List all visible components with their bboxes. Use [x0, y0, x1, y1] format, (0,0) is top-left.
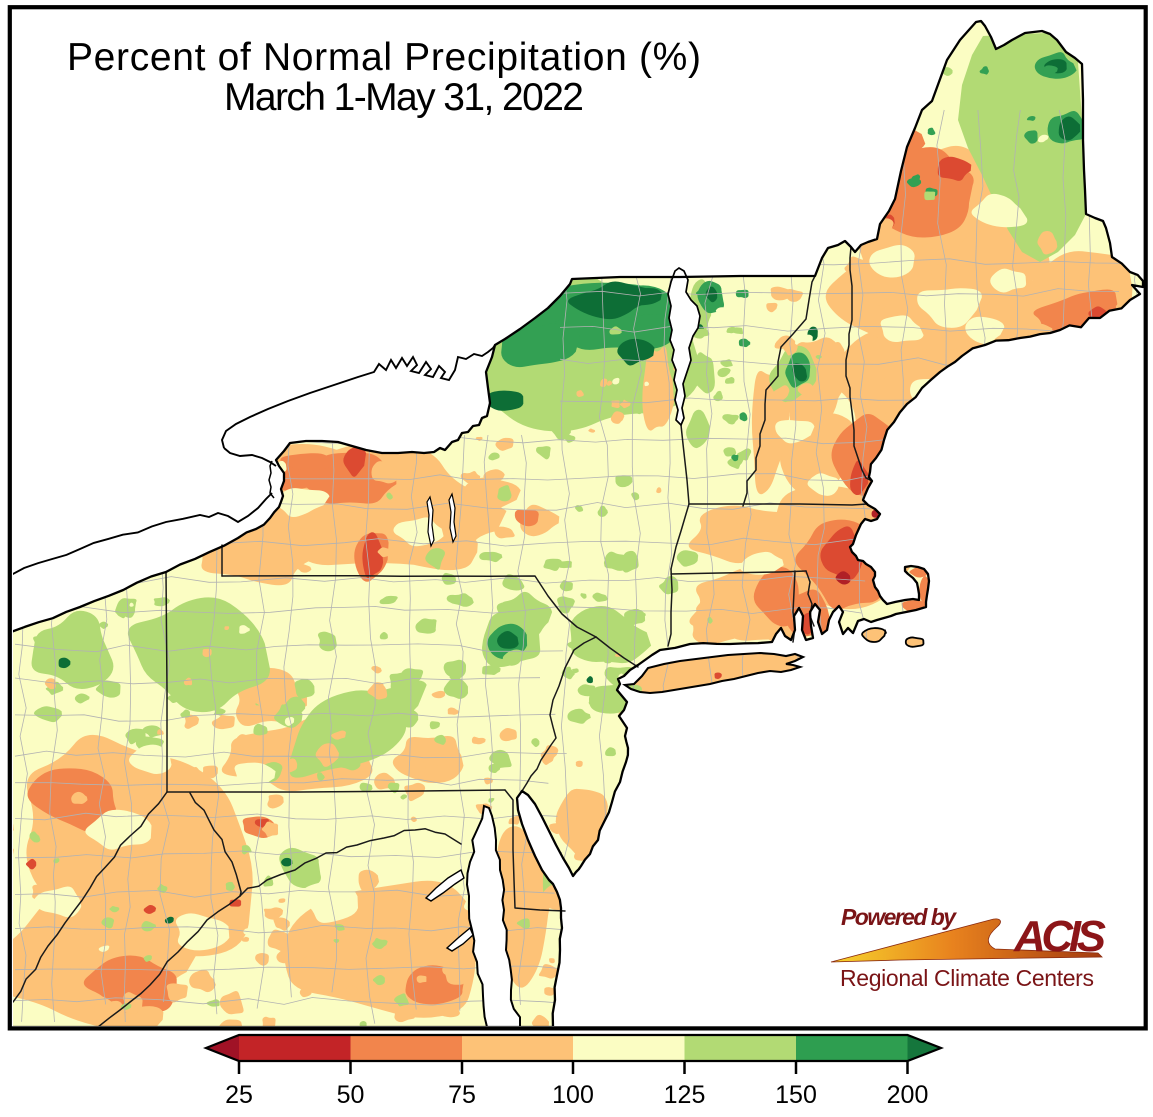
svg-text:75: 75 [448, 1081, 476, 1109]
svg-text:Powered by: Powered by [841, 904, 957, 930]
svg-text:Regional Climate Centers: Regional Climate Centers [840, 965, 1094, 991]
svg-text:25: 25 [225, 1081, 253, 1109]
svg-text:March 1-May 31, 2022: March 1-May 31, 2022 [224, 76, 584, 119]
svg-text:ACIS: ACIS [1013, 912, 1106, 961]
svg-text:50: 50 [337, 1081, 365, 1109]
svg-text:Percent of Normal Precipitatio: Percent of Normal Precipitation (%) [67, 36, 701, 79]
svg-text:200: 200 [887, 1081, 929, 1109]
svg-text:150: 150 [775, 1081, 817, 1109]
svg-text:100: 100 [552, 1081, 594, 1109]
svg-text:125: 125 [664, 1081, 706, 1109]
